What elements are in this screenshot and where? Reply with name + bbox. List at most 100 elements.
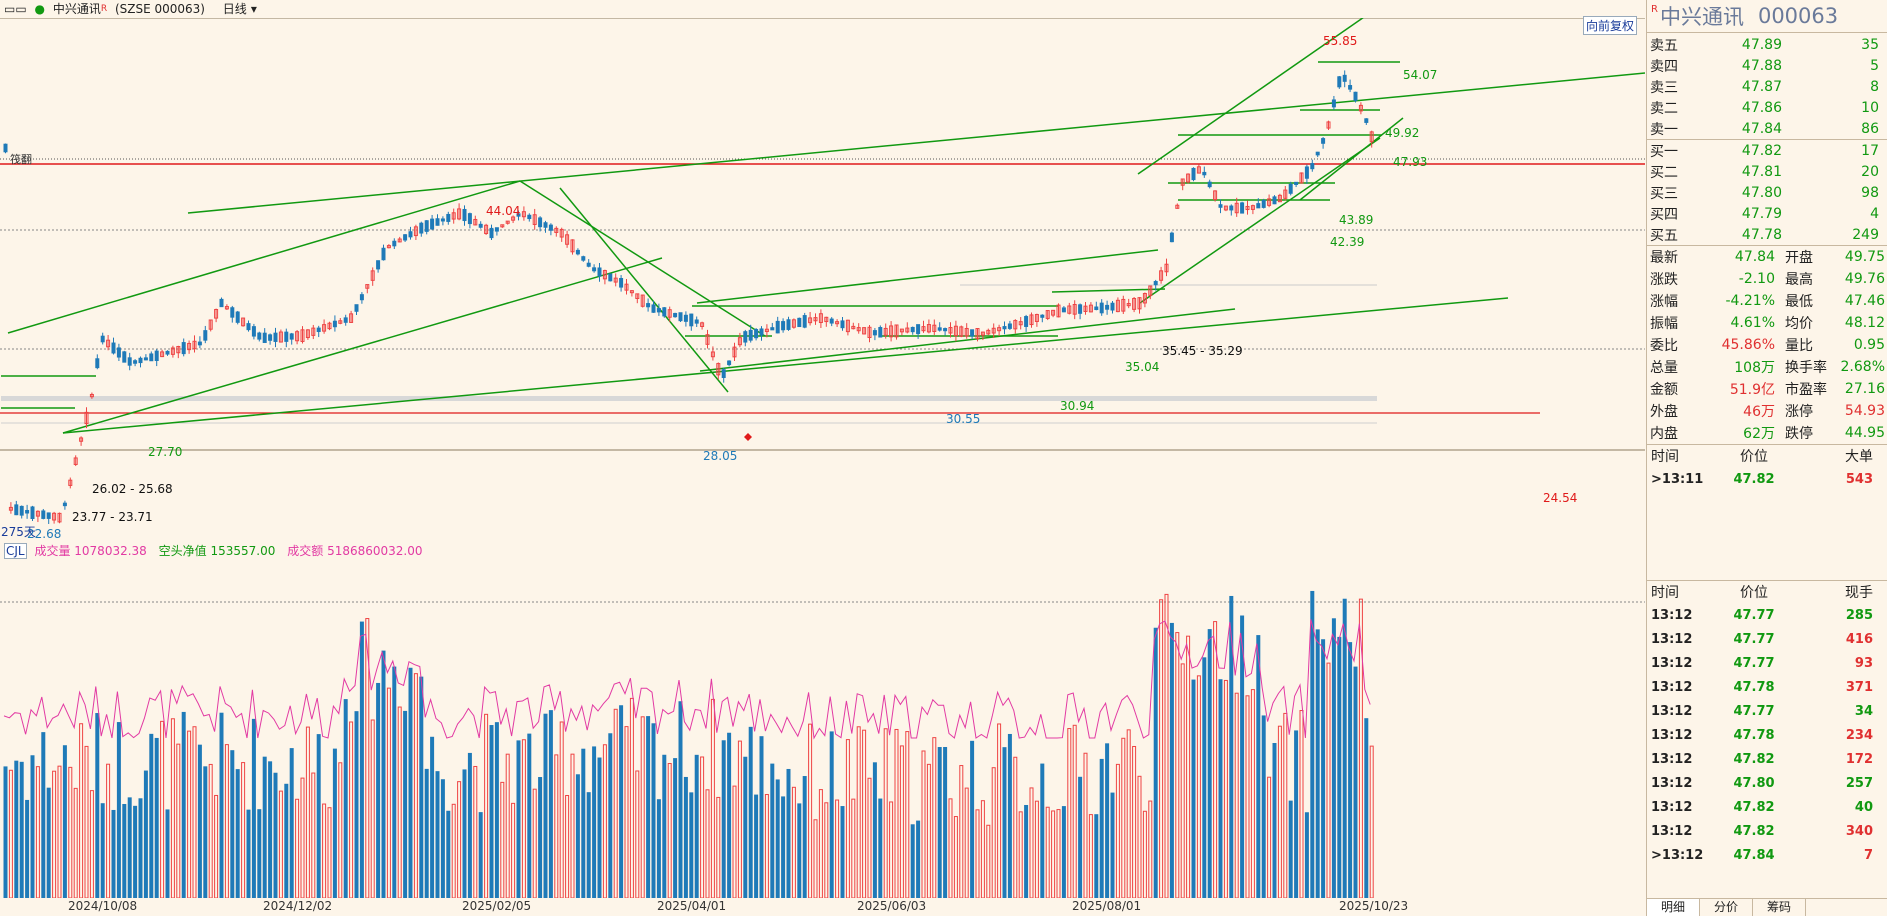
candle <box>1034 313 1039 322</box>
candle <box>629 290 634 294</box>
candle <box>943 328 948 332</box>
date-axis: 2024/10/08 2024/12/02 2025/02/05 2025/04… <box>0 898 1645 916</box>
candle <box>8 506 13 511</box>
volume-bar <box>602 744 607 898</box>
volume-bar <box>1213 621 1218 898</box>
candle <box>268 334 273 341</box>
candle <box>856 327 861 332</box>
candle <box>176 346 181 354</box>
tick-row[interactable]: 13:12 47.77 285 <box>1647 603 1887 627</box>
volume-bar <box>52 770 57 898</box>
big-order-row[interactable]: >13:11 47.82 543 <box>1647 467 1887 491</box>
volume-bar <box>170 718 175 898</box>
candle <box>894 324 899 338</box>
candle <box>716 363 721 376</box>
volume-bar <box>716 796 721 898</box>
tick-row[interactable]: 13:12 47.78 234 <box>1647 723 1887 747</box>
candle <box>1234 202 1239 214</box>
volume-bar <box>219 712 224 898</box>
volume-bar <box>73 787 78 898</box>
order-row[interactable]: 买二 47.81 20 <box>1647 161 1887 182</box>
volume-bar <box>1202 657 1207 898</box>
trend-lines[interactable] <box>1 18 1645 434</box>
volume-bar <box>343 699 348 898</box>
candle <box>1115 299 1120 313</box>
order-row[interactable]: 卖四 47.88 5 <box>1647 55 1887 76</box>
order-row[interactable]: 卖二 47.86 10 <box>1647 97 1887 118</box>
tab-detail[interactable]: 明细 <box>1647 899 1701 916</box>
order-volume: 8 <box>1870 78 1879 95</box>
volume-bar <box>1002 747 1007 898</box>
order-row[interactable]: 买四 47.79 4 <box>1647 203 1887 224</box>
stat-key: 委比 <box>1650 338 1678 354</box>
minimize-icon[interactable]: ▭▭ <box>4 2 27 16</box>
tab-chips[interactable]: 筹码 <box>1753 899 1807 916</box>
tab-price-dist[interactable]: 分价 <box>1700 899 1754 916</box>
volume-bar <box>1013 756 1018 898</box>
tick-row[interactable]: 13:12 47.77 93 <box>1647 651 1887 675</box>
volume-bar <box>883 728 888 898</box>
event-marker-icon[interactable] <box>744 433 752 441</box>
kline-chart[interactable] <box>0 18 1645 898</box>
volume-bar <box>446 810 451 898</box>
volume-bar <box>721 740 726 898</box>
candle <box>781 321 786 331</box>
tick-price: 47.80 <box>1733 775 1775 791</box>
candlesticks <box>3 70 1374 524</box>
volume-bar <box>111 809 116 898</box>
label-2805: 28.05 <box>703 449 738 463</box>
volume-bar <box>700 756 705 898</box>
tick-row[interactable]: 13:12 47.77 416 <box>1647 627 1887 651</box>
candle <box>462 208 467 222</box>
tick-row[interactable]: 13:12 47.82 340 <box>1647 819 1887 843</box>
candle <box>305 329 310 339</box>
volume-bar <box>1115 763 1120 898</box>
period-selector[interactable]: 日线 <box>222 2 247 16</box>
order-row[interactable]: 卖五 47.89 35 <box>1647 34 1887 55</box>
order-price: 47.89 <box>1741 36 1782 53</box>
candle <box>262 332 267 343</box>
volume-bar <box>867 777 872 898</box>
candle <box>295 331 300 342</box>
volume-bar <box>300 777 305 898</box>
tick-row[interactable]: 13:12 47.82 40 <box>1647 795 1887 819</box>
order-row[interactable]: 买五 47.78 249 <box>1647 224 1887 245</box>
order-row[interactable]: 买三 47.80 98 <box>1647 182 1887 203</box>
tick-row[interactable]: 13:12 47.77 34 <box>1647 699 1887 723</box>
volume-bar <box>1348 642 1353 898</box>
indicator-name[interactable]: CJL <box>4 543 27 559</box>
volume-bar <box>478 812 483 898</box>
candle <box>1126 303 1131 307</box>
candle <box>656 308 661 313</box>
candle <box>840 320 845 329</box>
tick-row[interactable]: 13:12 47.80 257 <box>1647 771 1887 795</box>
candle <box>619 278 624 288</box>
tick-row[interactable]: 13:12 47.82 172 <box>1647 747 1887 771</box>
volume-bar <box>710 698 715 898</box>
volume-bar <box>397 706 402 898</box>
volume-bar <box>500 781 505 898</box>
chevron-down-icon[interactable]: ▾ <box>250 2 257 16</box>
tick-row[interactable]: >13:12 47.84 7 <box>1647 843 1887 867</box>
volume-bar <box>824 802 829 898</box>
stat-key: 均价 <box>1785 316 1813 332</box>
stock-header: R 中兴通讯 000063 <box>1647 0 1887 33</box>
high-price-label: 55.85 <box>1323 34 1358 48</box>
volume-bar <box>975 809 980 898</box>
order-row[interactable]: 卖三 47.87 8 <box>1647 76 1887 97</box>
candle <box>1169 232 1174 243</box>
volume-bar <box>473 765 478 898</box>
chart-area[interactable]: 向前复权 筏翻 55.85 54.07 49.92 47.93 44.04 43… <box>0 16 1645 898</box>
candle <box>883 327 888 336</box>
candle <box>608 273 613 282</box>
fq-button[interactable]: 向前复权 <box>1583 16 1638 35</box>
order-row[interactable]: 卖一 47.84 86 <box>1647 118 1887 139</box>
volume-bar <box>991 767 996 898</box>
volume-bar <box>95 713 100 898</box>
candle <box>1196 166 1201 174</box>
volume-bar <box>678 701 683 898</box>
order-row[interactable]: 买一 47.82 17 <box>1647 140 1887 161</box>
candle <box>1364 118 1369 123</box>
candle <box>1299 172 1304 184</box>
tick-row[interactable]: 13:12 47.78 371 <box>1647 675 1887 699</box>
